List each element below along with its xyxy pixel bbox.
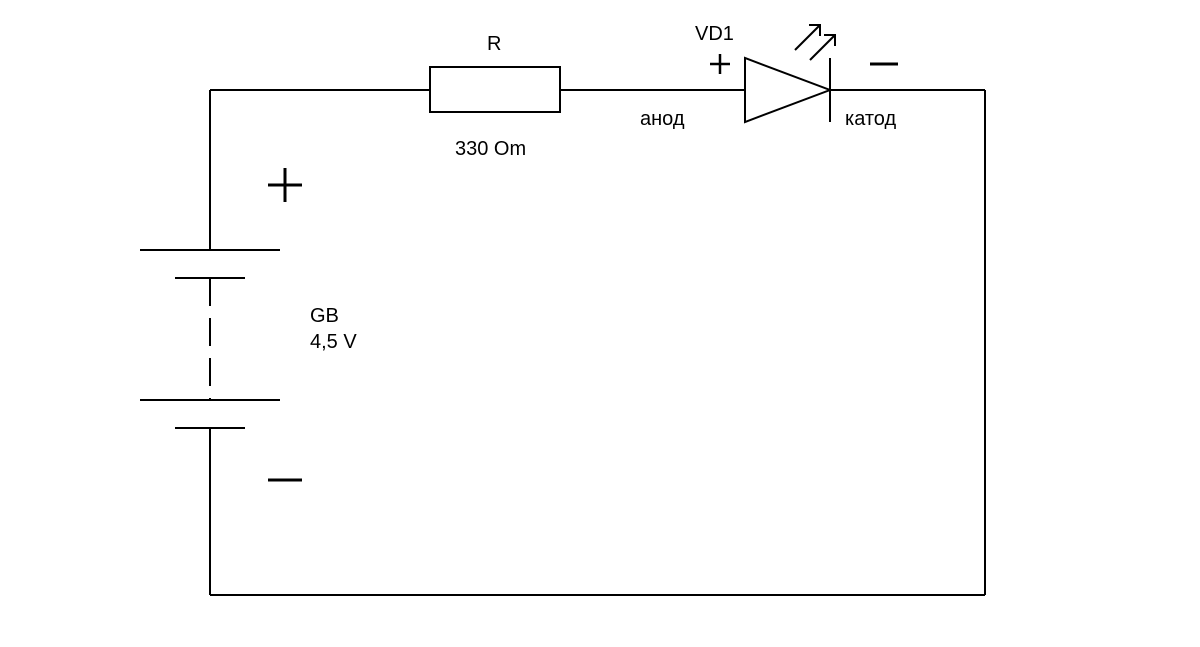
resistor-symbol bbox=[430, 67, 560, 112]
circuit-diagram: GB 4,5 V R 330 Om VD1 анод катод bbox=[0, 0, 1200, 647]
led-arrow-1 bbox=[795, 25, 820, 50]
led-designator: VD1 bbox=[695, 23, 734, 45]
led-arrow-2 bbox=[810, 35, 835, 60]
led-triangle bbox=[745, 58, 830, 122]
battery-positive-sign bbox=[268, 168, 302, 202]
battery-designator: GB bbox=[310, 305, 339, 327]
led-anode-label: анод bbox=[640, 108, 685, 130]
led-symbol bbox=[745, 25, 835, 122]
battery-voltage: 4,5 V bbox=[310, 331, 357, 353]
resistor-designator: R bbox=[487, 33, 501, 55]
led-cathode-label: катод bbox=[845, 108, 896, 130]
led-positive-sign bbox=[710, 54, 730, 74]
resistor-value: 330 Om bbox=[455, 138, 526, 160]
